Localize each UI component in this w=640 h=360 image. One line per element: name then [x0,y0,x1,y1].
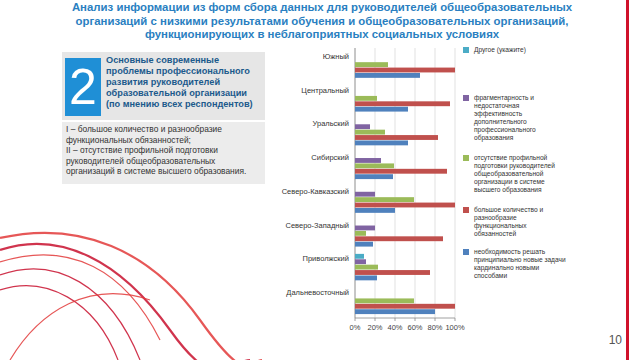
legend-swatch [463,207,469,213]
category-label: Северо-Западный [285,221,349,230]
grid-line [415,48,416,318]
legend-label: отсутствие профильной подготовки руковод… [474,154,555,193]
bar [355,270,430,275]
legend-label: Другое (укажите) [474,46,526,53]
category-label: Сибирский [311,153,349,162]
item: I – большое количество и разнообразие фу… [66,124,262,145]
category-label: Приволжский [303,254,349,263]
bar [355,153,356,158]
bar [355,96,377,101]
slide: Анализ информации из форм сбора данных д… [0,0,640,360]
bar [355,119,356,124]
legend-label: большое количество и разнообразие функци… [474,206,543,237]
panel-number: 2 [65,58,101,116]
tick [395,318,396,321]
bar [355,51,356,56]
title: Анализ информации из форм сбора данных д… [62,1,582,42]
bar [355,208,395,213]
bar [355,140,408,145]
bar [355,203,455,208]
bar [355,130,385,135]
bar [355,309,435,314]
bar [355,226,375,231]
legend-entry: фрагментарность и недостаточная эффектив… [463,94,567,142]
swoosh [0,255,160,340]
tick [415,318,416,321]
bar [355,169,447,174]
tick [435,318,436,321]
item: II – отсутствие профильной подготовки ру… [66,145,262,177]
bar [355,163,394,168]
tick-label: 80% [427,323,442,332]
legend-swatch [463,155,469,161]
bar [355,57,356,62]
bar [355,68,455,73]
tick [355,318,356,321]
bar [355,275,377,280]
bar [355,259,366,264]
bar [355,124,370,129]
tick-label: 0% [350,323,361,332]
bar [355,107,408,112]
edge-stripe [626,0,629,360]
legend-entry: большое количество и разнообразие функци… [463,206,567,238]
panel-heading: Основные современные проблемы профессион… [106,55,262,110]
bar [355,174,393,179]
tick-label: 100% [445,323,465,332]
tick-label: 20% [367,323,382,332]
tick-label: 60% [407,323,422,332]
swoosh [0,233,262,360]
bar [355,288,356,293]
legend-swatch [463,249,469,255]
category-label: Уральский [313,119,349,128]
grid-line [395,48,396,318]
swoosh [0,244,250,360]
x-axis [355,318,455,319]
tick [375,318,376,321]
bar [355,101,450,106]
legend-entry: Другое (укажите) [463,46,567,54]
tick-label: 40% [387,323,402,332]
legend-swatch [463,47,469,53]
bar [355,135,438,140]
bar [355,73,420,78]
bar [355,91,356,96]
category-label: Центральный [301,86,349,95]
tick [455,318,456,321]
bar [355,293,356,298]
items: I – большое количество и разнообразие фу… [66,124,262,177]
bar [355,62,388,67]
bar [355,220,356,225]
bar [355,158,381,163]
bar [355,242,373,247]
bar [355,186,356,191]
category-label: Северо-Кавказский [282,187,349,196]
page-number: 10 [600,333,622,347]
swoosh [0,269,140,360]
legend-entry: отсутствие профильной подготовки руковод… [463,154,567,194]
bar [355,265,378,270]
bar [355,192,375,197]
grid-line [435,48,436,318]
legend-entry: необходимость решать принципиально новые… [463,248,567,280]
bars [355,62,455,314]
bar [355,231,366,236]
legend-label: фрагментарность и недостаточная эффектив… [474,94,536,141]
bar [355,298,414,303]
legend-swatch [463,95,469,101]
bar [355,85,356,90]
bar [355,236,443,241]
grid-line [455,48,456,318]
bar [355,254,364,259]
legend-label: необходимость решать принципиально новые… [474,248,566,279]
swoosh [10,294,150,360]
bar [355,304,455,309]
legend: Другое (укажите) фрагментарность и недост… [463,46,567,280]
category-label: Дальневосточный [286,288,349,297]
category-label: Южный [323,52,349,61]
bar [355,197,414,202]
